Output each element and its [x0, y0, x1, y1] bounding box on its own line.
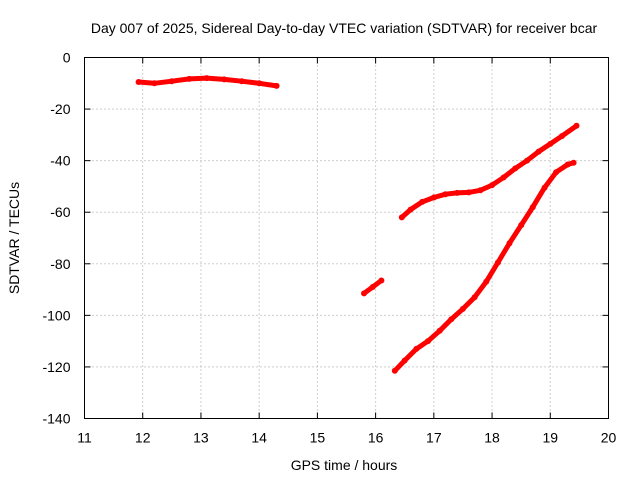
data-point: [553, 169, 560, 176]
data-point: [221, 76, 228, 83]
y-tick-labels: 0 -20 -40 -60 -80 -100 -120 -140: [42, 50, 70, 427]
series-arc-2: [361, 277, 385, 297]
data-point: [483, 278, 490, 285]
data-point: [425, 338, 431, 345]
y-tick-label: -60: [50, 204, 70, 220]
x-tick-label: 17: [426, 430, 442, 446]
y-tick-label: 0: [63, 50, 71, 66]
data-point: [564, 161, 571, 168]
data-point: [570, 159, 577, 166]
series-arc-3: [398, 122, 580, 221]
data-point: [256, 80, 263, 87]
data-point: [391, 367, 398, 374]
x-tick-label: 16: [368, 430, 384, 446]
grid-lines: [84, 57, 609, 419]
data-point: [203, 75, 210, 82]
data-point: [541, 184, 548, 191]
data-point: [151, 80, 158, 87]
data-point: [535, 148, 542, 155]
y-axis-title: SDTVAR / TECUs: [6, 182, 22, 294]
data-point: [398, 214, 405, 221]
data-point: [361, 290, 367, 297]
data-point: [524, 157, 530, 164]
data-series: [135, 75, 580, 374]
x-tick-label: 11: [77, 430, 92, 446]
y-tick-label: -40: [50, 153, 70, 169]
plot-frame: [84, 57, 609, 419]
data-point: [573, 122, 580, 129]
data-point: [465, 189, 472, 196]
series-arc-4: [391, 159, 577, 374]
data-point: [436, 327, 443, 334]
data-point: [369, 284, 376, 290]
data-point: [407, 206, 414, 213]
x-tick-labels: 11 12 13 14 15 16 17 18 19 20: [77, 430, 616, 446]
data-point: [448, 316, 455, 323]
data-point: [471, 294, 478, 301]
data-point: [419, 198, 426, 205]
data-point: [378, 277, 385, 284]
data-point: [506, 240, 513, 247]
data-point: [238, 78, 245, 85]
data-point: [558, 133, 565, 140]
data-point: [494, 259, 501, 266]
data-point: [168, 78, 175, 85]
data-point: [401, 357, 408, 364]
data-point: [430, 194, 437, 201]
data-point: [459, 305, 466, 312]
data-point: [477, 187, 484, 194]
data-point: [518, 222, 525, 229]
y-tick-label: -80: [50, 256, 70, 272]
x-axis-title: GPS time / hours: [291, 457, 398, 473]
x-tick-label: 12: [135, 430, 151, 446]
data-point: [500, 174, 507, 181]
data-point: [547, 140, 554, 147]
data-point: [442, 191, 449, 198]
data-point: [186, 75, 193, 82]
y-tick-label: -20: [50, 101, 70, 117]
data-point: [512, 165, 519, 172]
data-point: [135, 79, 142, 85]
data-point: [273, 82, 280, 89]
x-tick-label: 15: [310, 430, 326, 446]
x-tick-label: 19: [542, 430, 558, 446]
x-tick-label: 18: [484, 430, 500, 446]
series-line: [399, 123, 579, 220]
y-tick-label: -120: [42, 359, 70, 375]
data-point: [454, 189, 461, 196]
data-point: [413, 345, 420, 352]
y-tick-label: -100: [42, 307, 70, 323]
y-tick-label: -140: [42, 411, 70, 427]
x-tick-label: 13: [193, 430, 209, 446]
data-point: [489, 182, 496, 189]
x-tick-label: 14: [251, 430, 267, 446]
x-tick-label: 20: [601, 430, 617, 446]
chart-title: Day 007 of 2025, Sidereal Day-to-day VTE…: [91, 20, 598, 36]
series-arc-1: [135, 75, 280, 89]
data-point: [529, 204, 536, 211]
